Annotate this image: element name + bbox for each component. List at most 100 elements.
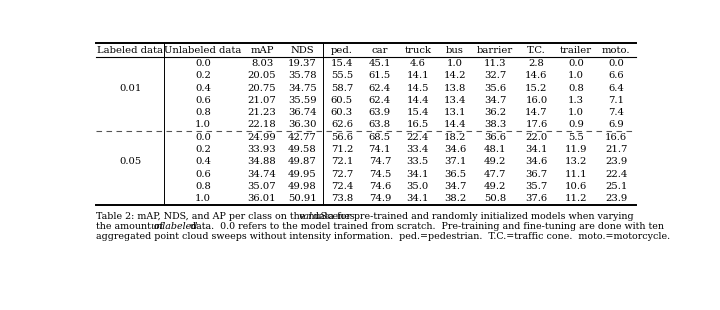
Text: 45.1: 45.1 (369, 59, 391, 68)
Text: 37.1: 37.1 (444, 157, 467, 166)
Text: 0.8: 0.8 (195, 182, 211, 191)
Text: 34.1: 34.1 (525, 145, 548, 154)
Text: 63.8: 63.8 (369, 121, 391, 130)
Text: T.C.: T.C. (527, 46, 546, 55)
Text: 49.2: 49.2 (484, 157, 506, 166)
Text: 34.7: 34.7 (444, 182, 467, 191)
Text: 68.5: 68.5 (369, 133, 391, 142)
Text: Unlabeled data: Unlabeled data (164, 46, 242, 55)
Text: 14.4: 14.4 (407, 96, 429, 105)
Text: 16.0: 16.0 (526, 96, 547, 105)
Text: 48.1: 48.1 (484, 145, 507, 154)
Text: 11.1: 11.1 (564, 170, 588, 179)
Text: 36.7: 36.7 (526, 170, 547, 179)
Text: 5.5: 5.5 (568, 133, 584, 142)
Text: 1.0: 1.0 (568, 108, 584, 117)
Text: 63.9: 63.9 (369, 108, 391, 117)
Text: 7.4: 7.4 (608, 108, 624, 117)
Text: 0.4: 0.4 (195, 83, 211, 92)
Text: 34.75: 34.75 (288, 83, 317, 92)
Text: 35.07: 35.07 (248, 182, 276, 191)
Text: 1.0: 1.0 (568, 71, 584, 80)
Text: 0.01: 0.01 (119, 83, 142, 92)
Text: 62.4: 62.4 (369, 83, 391, 92)
Text: 6.6: 6.6 (608, 71, 624, 80)
Text: moto.: moto. (602, 46, 631, 55)
Text: 14.1: 14.1 (407, 71, 429, 80)
Text: 24.99: 24.99 (248, 133, 276, 142)
Text: 50.91: 50.91 (288, 194, 317, 203)
Text: 34.88: 34.88 (248, 157, 276, 166)
Text: 14.2: 14.2 (444, 71, 467, 80)
Text: 60.3: 60.3 (330, 108, 353, 117)
Text: 13.1: 13.1 (444, 108, 467, 117)
Text: 14.7: 14.7 (525, 108, 548, 117)
Text: 19.37: 19.37 (288, 59, 317, 68)
Text: 23.9: 23.9 (605, 157, 627, 166)
Text: truck: truck (405, 46, 431, 55)
Text: 47.7: 47.7 (484, 170, 506, 179)
Text: 1.0: 1.0 (195, 194, 211, 203)
Text: 1.3: 1.3 (568, 96, 584, 105)
Text: 72.7: 72.7 (330, 170, 353, 179)
Text: 35.78: 35.78 (288, 71, 317, 80)
Text: barrier: barrier (477, 46, 513, 55)
Text: 34.6: 34.6 (444, 145, 466, 154)
Text: 49.87: 49.87 (288, 157, 317, 166)
Text: 11.2: 11.2 (564, 194, 588, 203)
Text: 36.6: 36.6 (485, 133, 506, 142)
Text: 35.6: 35.6 (485, 83, 506, 92)
Text: 0.0: 0.0 (608, 59, 624, 68)
Text: 35.7: 35.7 (526, 182, 547, 191)
Text: aggregated point cloud sweeps without intensity information.  ped.=pedestrian.  : aggregated point cloud sweeps without in… (96, 232, 670, 241)
Text: 34.1: 34.1 (407, 194, 429, 203)
Text: 7.1: 7.1 (608, 96, 624, 105)
Text: 74.5: 74.5 (369, 170, 391, 179)
Text: 15.4: 15.4 (407, 108, 429, 117)
Text: 21.07: 21.07 (248, 96, 276, 105)
Text: 74.7: 74.7 (369, 157, 391, 166)
Text: 34.6: 34.6 (526, 157, 547, 166)
Text: data for pre-trained and randomly initialized models when varying: data for pre-trained and randomly initia… (310, 212, 634, 221)
Text: 0.8: 0.8 (568, 83, 584, 92)
Text: 0.4: 0.4 (195, 157, 211, 166)
Text: Labeled data: Labeled data (97, 46, 163, 55)
Text: unlabeled: unlabeled (150, 222, 198, 231)
Text: 72.4: 72.4 (330, 182, 353, 191)
Text: 16.5: 16.5 (407, 121, 429, 130)
Text: 18.2: 18.2 (444, 133, 467, 142)
Text: 22.4: 22.4 (605, 170, 627, 179)
Text: 42.77: 42.77 (288, 133, 317, 142)
Text: 0.6: 0.6 (195, 170, 211, 179)
Text: 32.7: 32.7 (484, 71, 506, 80)
Text: 22.4: 22.4 (407, 133, 429, 142)
Text: 37.6: 37.6 (526, 194, 547, 203)
Text: 74.1: 74.1 (369, 145, 391, 154)
Text: 11.9: 11.9 (564, 145, 588, 154)
Text: 58.7: 58.7 (330, 83, 353, 92)
Text: NDS: NDS (291, 46, 314, 55)
Text: 0.0: 0.0 (195, 133, 211, 142)
Text: 62.4: 62.4 (369, 96, 391, 105)
Text: 15.2: 15.2 (525, 83, 548, 92)
Text: 4.6: 4.6 (410, 59, 426, 68)
Text: 38.2: 38.2 (444, 194, 466, 203)
Text: 1.0: 1.0 (447, 59, 463, 68)
Text: Table 2: mAP, NDS, and AP per class on the nuScenes: Table 2: mAP, NDS, and AP per class on t… (96, 212, 358, 221)
Text: 72.1: 72.1 (330, 157, 353, 166)
Text: 49.98: 49.98 (288, 182, 317, 191)
Text: 21.23: 21.23 (248, 108, 276, 117)
Text: 36.2: 36.2 (485, 108, 506, 117)
Text: 2.8: 2.8 (528, 59, 544, 68)
Text: the amount of: the amount of (96, 222, 166, 231)
Text: 36.01: 36.01 (248, 194, 276, 203)
Text: 34.74: 34.74 (248, 170, 276, 179)
Text: 1.0: 1.0 (195, 121, 211, 130)
Text: 49.95: 49.95 (288, 170, 317, 179)
Text: 0.9: 0.9 (568, 121, 584, 130)
Text: 61.5: 61.5 (369, 71, 391, 80)
Text: val: val (299, 212, 313, 221)
Text: 17.6: 17.6 (526, 121, 547, 130)
Text: 34.1: 34.1 (407, 170, 429, 179)
Text: 34.7: 34.7 (484, 96, 506, 105)
